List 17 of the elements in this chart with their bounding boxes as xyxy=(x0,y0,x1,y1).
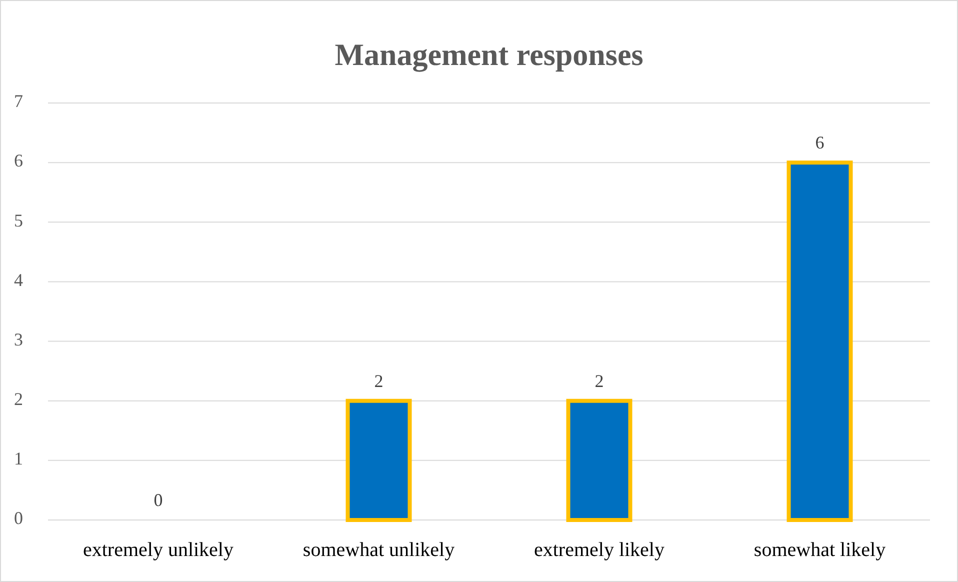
data-label: 2 xyxy=(594,370,604,391)
y-tick-label: 6 xyxy=(14,150,23,171)
x-tick-label: extremely likely xyxy=(534,539,665,561)
y-tick-label: 7 xyxy=(14,91,23,112)
data-label: 6 xyxy=(815,132,824,153)
x-tick-label: somewhat likely xyxy=(754,539,886,561)
y-tick-label: 4 xyxy=(14,270,23,290)
y-tick-label: 0 xyxy=(14,508,23,528)
y-tick-label: 2 xyxy=(14,388,23,409)
data-label: 2 xyxy=(374,370,384,391)
data-label: 0 xyxy=(154,490,163,510)
x-tick-label: extremely unlikely xyxy=(82,539,234,561)
y-tick-label: 1 xyxy=(14,448,23,469)
chart-title: Management responses xyxy=(334,37,644,72)
y-tick-label: 3 xyxy=(14,329,23,350)
y-tick-label: 5 xyxy=(14,210,23,230)
x-tick-label: somewhat unlikely xyxy=(302,539,455,561)
